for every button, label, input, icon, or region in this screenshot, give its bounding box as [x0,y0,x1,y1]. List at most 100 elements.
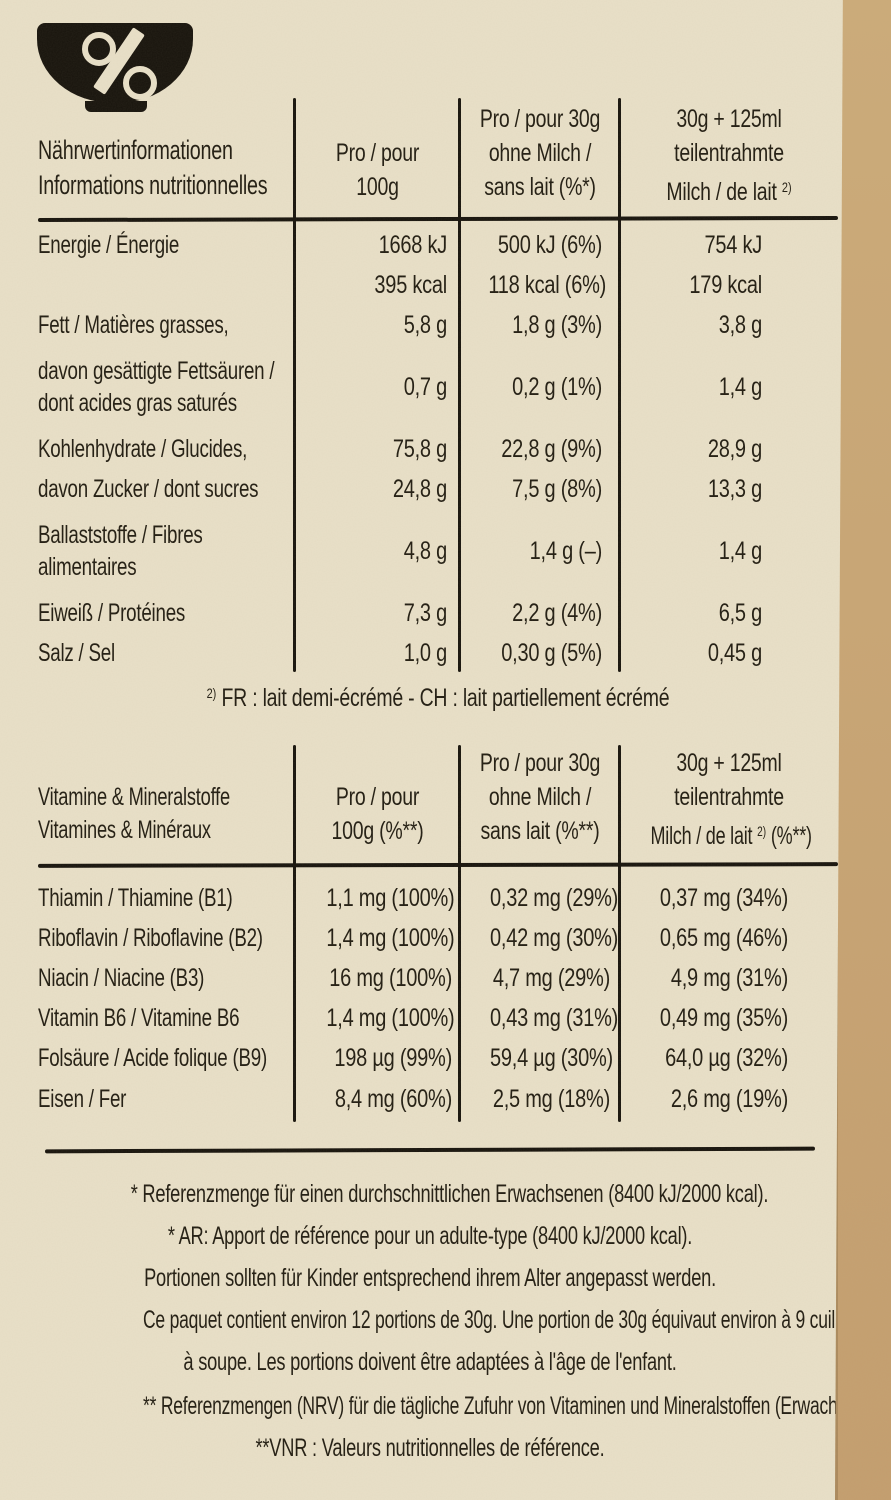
footnote-portions-fr-line1: Ce paquet contient environ 12 portions d… [143,1306,872,1334]
value-with-milk: 6,5 g [718,598,763,627]
vitamins-table-title: Vitamine & Mineralstoffe Vitamines & Min… [38,781,301,847]
value-per-30g: 1,4 g (–) [529,536,603,565]
row-label: Riboflavin / Riboflavine (B2) [38,924,263,952]
value-per-100g: 24,8 g [392,474,447,503]
value-with-milk: 0,65 mg (46%) [659,923,788,952]
value-per-100g: 1,1 mg (100%) [326,883,455,912]
row-label: Energie / Énergie [38,231,180,259]
header-underline [37,215,839,223]
value-with-milk: 1,4 g [718,536,763,565]
percent-ring-bottom [123,66,157,100]
column-header-per-100g: Pro / pour 100g (%**) [331,783,424,845]
value-per-100g: 1,0 g [403,638,448,667]
footnote-children-de: Portionen sollten für Kinder entsprechen… [144,1264,716,1292]
value-with-milk: 13,3 g [707,474,762,503]
value-per-30g: 22,8 g (9%) [501,434,602,463]
milk-footnote: 2) FR : lait demi-écrémé - CH : lait par… [206,684,670,712]
title-fr: Informations nutritionnelles [38,170,268,200]
value-with-milk: 179 kcal [689,270,762,299]
value-per-100g: 395 kcal [374,270,447,299]
value-per-100g: 0,7 g [403,372,448,401]
value-per-100g: 16 mg (100%) [329,963,452,992]
column-header-per-30g: Pro / pour 30g ohne Milch / sans lait (%… [479,105,601,201]
value-per-30g: 0,30 g (5%) [501,638,602,667]
row-label: Folsäure / Acide folique (B9) [38,1044,268,1072]
value-per-30g: 0,2 g (1%) [512,372,602,401]
value-per-30g: 0,43 mg (31%) [490,1003,619,1032]
column-header-per-30g: Pro / pour 30g ohne Milch / sans lait (%… [479,749,601,845]
title-de: Nährwertinformationen [38,135,233,165]
table-row-fat: Fett / Matières grasses, 5,8 g 1,8 g (3%… [38,305,838,345]
title-de: Vitamine & Mineralstoffe [38,783,230,811]
table-row-saturated-fat: davon gesättigte Fettsäuren / dont acide… [38,345,838,429]
footnote-portions-fr-line2: à soupe. Les portions doivent être adapt… [183,1348,677,1376]
value-with-milk: 0,49 mg (35%) [659,1003,788,1032]
package-edge [835,0,891,1500]
table-row-riboflavin: Riboflavin / Riboflavine (B2) 1,4 mg (10… [38,918,838,958]
footnote-reference-de: * Referenzmenge für einen durchschnittli… [130,1180,769,1208]
value-per-100g: 4,8 g [403,536,448,565]
value-per-100g: 1,4 mg (100%) [326,923,455,952]
value-with-milk: 1,4 g [718,372,763,401]
value-with-milk: 2,6 mg (19%) [670,1084,788,1113]
value-per-100g: 7,3 g [403,598,448,627]
table-row-vitamin-b6: Vitamin B6 / Vitamine B6 1,4 mg (100%) 0… [38,998,838,1038]
table-row-salt: Salz / Sel 1,0 g 0,30 g (5%) 0,45 g [38,633,838,673]
value-with-milk: 64,0 µg (32%) [665,1043,788,1072]
value-with-milk: 3,8 g [718,310,763,339]
value-with-milk: 28,9 g [707,434,762,463]
value-per-100g: 75,8 g [392,434,447,463]
table-row-energy-kj: Energie / Énergie 1668 kJ 500 kJ (6%) 75… [38,225,838,265]
table-row-thiamin: Thiamin / Thiamine (B1) 1,1 mg (100%) 0,… [38,878,838,918]
footnote-marker: 2) [781,179,792,195]
value-per-100g: 1668 kJ [378,230,448,259]
row-label: Salz / Sel [38,639,115,667]
row-label: Eisen / Fer [38,1085,127,1113]
percent-ring-top [82,32,116,66]
value-with-milk: 754 kJ [704,230,763,259]
section-divider [44,1146,816,1154]
column-header-with-milk: 30g + 125ml teilentrahmte Milch / de lai… [650,749,812,850]
row-label: Eiweiß / Protéines [38,599,186,627]
row-label-line2: alimentaires [38,553,137,581]
footnote-reference-fr: * AR: Apport de référence pour un adulte… [167,1222,693,1250]
header-underline [37,862,839,868]
footnote-vnr-fr: **VNR : Valeurs nutritionnelles de référ… [255,1434,605,1462]
column-header-per-100g: Pro / pour 100g [335,139,420,201]
value-per-30g: 1,8 g (3%) [512,310,602,339]
value-per-100g: 198 µg (99%) [334,1043,452,1072]
value-per-100g: 1,4 mg (100%) [326,1003,455,1032]
title-fr: Vitamines & Minéraux [38,816,211,844]
table-row-niacin: Niacin / Niacine (B3) 16 mg (100%) 4,7 m… [38,958,838,998]
row-label: davon Zucker / dont sucres [38,475,259,503]
table-row-folic-acid: Folsäure / Acide folique (B9) 198 µg (99… [38,1038,838,1078]
value-per-30g: 118 kcal (6%) [488,270,607,299]
footnote-nrv-de: ** Referenzmengen (NRV) für die tägliche… [143,1392,885,1420]
table-row-sugars: davon Zucker / dont sucres 24,8 g 7,5 g … [38,469,838,509]
value-per-100g: 5,8 g [403,310,448,339]
value-per-30g: 59,4 µg (30%) [490,1043,613,1072]
value-per-30g: 2,2 g (4%) [512,598,602,627]
value-with-milk: 4,9 mg (31%) [670,963,788,992]
table-row-carbohydrate: Kohlenhydrate / Glucides, 75,8 g 22,8 g … [38,429,838,469]
row-label-line2: dont acides gras saturés [38,389,237,417]
row-label: davon gesättigte Fettsäuren / [38,357,275,385]
value-per-30g: 4,7 mg (29%) [492,963,610,992]
value-per-30g: 500 kJ (6%) [497,230,602,259]
row-label: Vitamin B6 / Vitamine B6 [38,1004,240,1032]
value-with-milk: 0,37 mg (34%) [659,883,788,912]
value-per-30g: 7,5 g (8%) [512,474,602,503]
row-label: Kohlenhydrate / Glucides, [38,435,248,463]
row-label: Niacin / Niacine (B3) [38,964,205,992]
row-label: Fett / Matières grasses, [38,311,229,339]
table-row-iron: Eisen / Fer 8,4 mg (60%) 2,5 mg (18%) 2,… [38,1078,838,1120]
value-per-30g: 2,5 mg (18%) [492,1084,610,1113]
footnote-marker: 2) [206,685,217,701]
table-row-fibre: Ballaststoffe / Fibres alimentaires 4,8 … [38,509,838,593]
footnote-marker: 2) [757,823,767,839]
bowl-foot [85,101,147,112]
value-per-100g: 8,4 mg (60%) [334,1084,452,1113]
value-per-30g: 0,42 mg (30%) [490,923,619,952]
table-row-energy-kcal: 395 kcal 118 kcal (6%) 179 kcal [38,265,838,305]
